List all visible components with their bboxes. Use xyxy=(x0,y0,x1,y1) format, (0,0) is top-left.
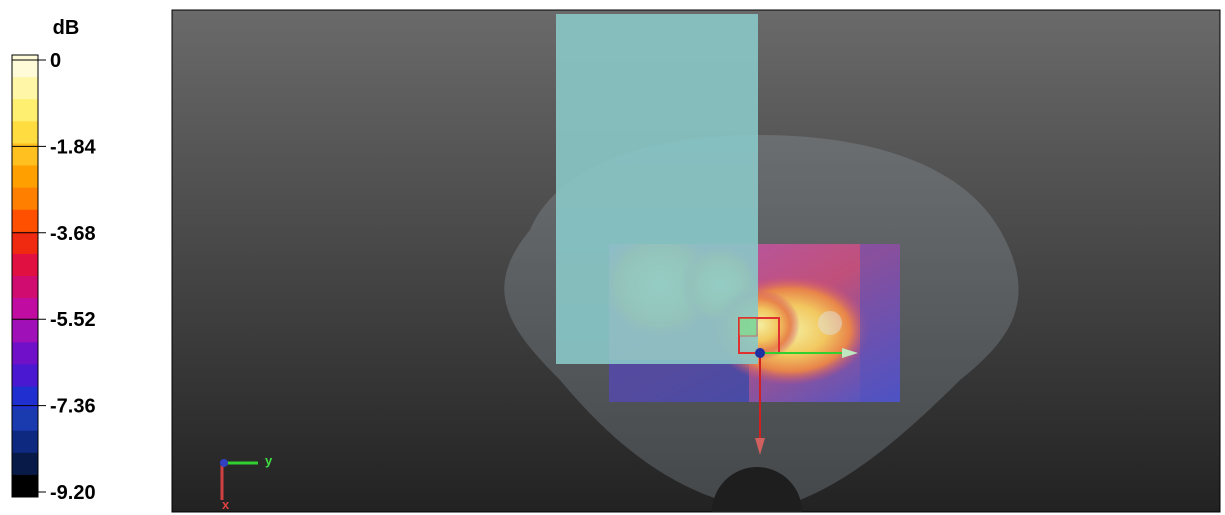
colorbar-tick-label: -3.68 xyxy=(50,223,96,245)
local-x-arrow xyxy=(755,438,765,455)
colorbar-ticks: 0 -1.84 -3.68 -5.52 -7.36 -9.20 xyxy=(12,50,96,504)
colorbar-tick-label: -5.52 xyxy=(50,309,96,331)
viewport: y x xyxy=(171,9,1221,513)
colorbar-tick-label: -9.20 xyxy=(50,482,96,504)
colorbar-band xyxy=(12,143,38,166)
triad-origin xyxy=(220,459,228,467)
local-y-arrow xyxy=(842,348,858,358)
colorbar-band xyxy=(12,364,38,387)
colorbar-band xyxy=(12,187,38,211)
triad-x-label: x xyxy=(222,497,230,512)
antenna-plane xyxy=(556,14,758,364)
colorbar-bands xyxy=(12,55,38,498)
colorbar-band xyxy=(12,253,38,277)
colorbar-band xyxy=(12,408,38,432)
colorbar-band xyxy=(12,474,38,498)
colorbar-title: dB xyxy=(53,17,80,39)
colorbar-band xyxy=(12,276,38,299)
colorbar-band xyxy=(12,99,38,122)
colorbar-tick-label: -1.84 xyxy=(50,136,96,158)
colorbar-band xyxy=(12,298,38,321)
colorbar-band xyxy=(12,452,38,476)
colorbar-band xyxy=(12,320,38,343)
colorbar-band xyxy=(12,55,38,78)
phantom-opening xyxy=(712,467,802,512)
colorbar-tick-label: 0 xyxy=(50,50,61,72)
colorbar: dB 0 -1.84 -3.68 -5.52 -7.36 -9.20 xyxy=(11,17,96,504)
colorbar-band xyxy=(12,342,38,365)
colorbar-band xyxy=(12,77,38,100)
colorbar-band xyxy=(12,121,38,144)
colorbar-band xyxy=(12,231,38,255)
colorbar-band xyxy=(12,386,38,410)
probe-marker xyxy=(818,311,842,335)
colorbar-frame xyxy=(11,54,39,498)
triad-y-label: y xyxy=(265,453,273,468)
colorbar-band xyxy=(12,430,38,454)
colorbar-band xyxy=(12,165,38,189)
origin xyxy=(755,348,765,358)
peak-cell xyxy=(738,317,758,337)
colorbar-tick-label: -7.36 xyxy=(50,396,96,418)
colorbar-band xyxy=(12,209,38,233)
